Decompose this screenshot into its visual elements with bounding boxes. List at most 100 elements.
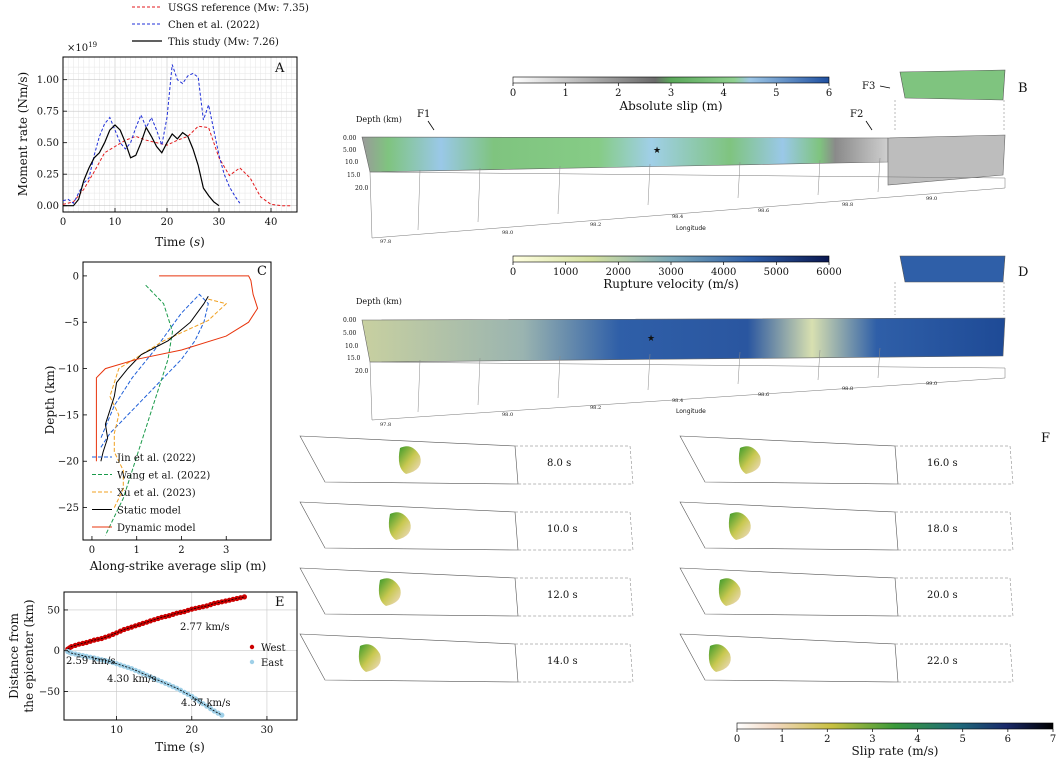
x-tick-label: 30 (213, 217, 226, 228)
fault-surface-velocity (361, 317, 1006, 363)
f3-guide-lines-d (894, 282, 1005, 315)
velocity-colorbar-label: Rupture velocity (m/s) (603, 277, 739, 291)
depth-tick-d-0: 0.00 (343, 317, 357, 324)
y-tick-label: −20 (58, 457, 79, 468)
snapshot-left-3-outline (299, 633, 519, 683)
slip-rate-colorbar (736, 722, 1054, 730)
snapshot-left-0-outline (299, 435, 519, 485)
colorbar-tick-label: 5 (960, 734, 966, 745)
fault-surface-f3 (899, 69, 1006, 101)
x-tick-label: 2 (178, 545, 184, 556)
panel-b-lon-ticks: 97.8 98.0 98.2 98.4 98.6 98.8 99.0 (380, 196, 937, 245)
hypocenter-star-d: ★ (647, 334, 655, 344)
panel-c-ticks: 0 1 2 3 0 −5 −10 −15 −20 −25 (58, 271, 230, 556)
f1-arrow (427, 120, 435, 131)
y-tick-label: 0.00 (37, 201, 59, 212)
series-line-usgs (62, 125, 292, 207)
series-line-static (100, 296, 209, 462)
scatter-point-east (219, 712, 225, 718)
colorbar-tick-label: 4 (914, 734, 920, 745)
panel-d-depth-label: Depth (km) (356, 297, 402, 306)
fault-surface-slip-main (361, 136, 889, 173)
slip-rate-colorbar-ticks: 0 1 2 3 4 5 6 7 (734, 729, 1056, 745)
lon-tick-d-4: 98.6 (758, 392, 769, 398)
panel-c-slip-depth-chart: 0 1 2 3 0 −5 −10 −15 −20 −25 C Along-strike avera… (43, 261, 272, 573)
panel-f-letter: F (1041, 431, 1050, 446)
panel-a-ticks: 0 10 20 30 40 0.00 0.25 0.50 0.75 1.00 (37, 75, 278, 228)
series-line-wang (104, 284, 174, 536)
panel-e-ticks: 10 20 30 50 0 −50 (39, 605, 273, 736)
snapshot-left-3-segment (515, 643, 634, 683)
slip-rate-snapshots: 8.0 s 10.0 s 12.0 s 14.0 s 16.0 s 18.0 s 20.0 … (299, 435, 1014, 683)
panel-c-xlabel: Along-strike average slip (m) (89, 559, 267, 573)
fault-label-f2: F2 (850, 109, 863, 120)
colorbar-tick-label: 3 (869, 734, 875, 745)
colorbar-tick-label: 1 (779, 734, 785, 745)
snapshot-right-3-time-label: 22.0 s (927, 656, 958, 667)
snapshot-right-3-segment (895, 643, 1014, 683)
legend-label-static: Static model (117, 506, 181, 517)
panel-b-absolute-slip-3d: 0 1 2 3 4 5 6 Absolute slip (m) B Depth (km) 0… (343, 69, 1028, 245)
panel-e-ylabel-line2: the epicenter (km) (22, 599, 36, 712)
snapshot-right-2-segment (895, 577, 1014, 617)
colorbar-tick-label: 2 (615, 88, 621, 99)
hypocenter-star-b: ★ (653, 146, 661, 156)
depth-tick-d-2: 10.0 (345, 343, 359, 350)
fit-line-east (67, 651, 222, 716)
snapshot-left-1-slip-patch (388, 512, 411, 540)
depth-tick-b-1: 5.00 (343, 147, 357, 154)
panel-a-letter: A (274, 61, 285, 76)
f3-guide-lines (894, 100, 1005, 132)
panel-f-slip-rate-snapshots: F 8.0 s 10.0 s 12.0 s 14.0 s 16.0 s 18.0 s 20.… (299, 431, 1056, 758)
y-tick-label: 1.00 (37, 75, 59, 86)
y-tick-label: 0 (54, 646, 60, 657)
panel-d-letter: D (1018, 265, 1028, 280)
panel-b-depth-label: Depth (km) (356, 115, 402, 124)
snapshot-right-1-segment (895, 511, 1014, 551)
scatter-point-east (185, 691, 191, 697)
panel-e-ylabel-line1: Distance from (7, 613, 21, 699)
fit-line-west (67, 596, 245, 650)
depth-tick-b-2: 10.0 (345, 159, 359, 166)
depth-tick-b-4: 20.0 (355, 185, 369, 192)
legend-label-west: West (261, 643, 286, 654)
snapshot-right-0-slip-patch (738, 446, 761, 474)
panel-c-series (95, 275, 259, 536)
colorbar-tick-label: 6 (1005, 734, 1011, 745)
f2-arrow (865, 120, 873, 131)
snapshot-right-2-slip-patch (718, 578, 741, 606)
snapshot-left-0-segment (515, 445, 634, 485)
legend-label-xu: Xu et al. (2023) (117, 488, 196, 499)
legend-label-dynamic: Dynamic model (117, 523, 196, 534)
snapshot-right-1-time-label: 18.0 s (927, 524, 958, 535)
snapshot-left-2-segment (515, 577, 634, 617)
panel-a-frame (62, 56, 298, 213)
fault-label-f1: F1 (417, 109, 430, 120)
colorbar-tick-label: 5 (773, 88, 779, 99)
x-tick-label: 0 (60, 217, 66, 228)
y-tick-label: 50 (47, 605, 60, 616)
snapshot-right-0-time-label: 16.0 s (927, 458, 958, 469)
colorbar-tick-label: 1000 (553, 267, 578, 278)
depth-tick-d-4: 20.0 (355, 368, 369, 375)
snapshot-left-3-time-label: 14.0 s (547, 656, 578, 667)
fault-surface-velocity-f3 (899, 255, 1006, 283)
lon-tick-b-6: 99.0 (926, 196, 937, 202)
scatter-point-west (241, 594, 247, 600)
series-line-xu (109, 298, 228, 508)
x-tick-label: 10 (109, 217, 122, 228)
snapshot-left-0-slip-patch (398, 446, 421, 474)
snapshot-left-1-time-label: 10.0 s (547, 524, 578, 535)
colorbar-tick-label: 0 (510, 88, 516, 99)
x-tick-label: 20 (185, 725, 198, 736)
legend-marker-east (249, 659, 255, 665)
x-tick-label: 40 (265, 217, 278, 228)
colorbar-tick-label: 6000 (816, 267, 841, 278)
legend-label-this: This study (Mw: 7.26) (168, 37, 279, 48)
legend-label-usgs: USGS reference (Mw: 7.35) (168, 3, 309, 14)
velocity-label-east-initial: 2.59 km/s (66, 656, 116, 667)
snapshot-left-2-outline (299, 567, 519, 617)
colorbar-tick-label: 1 (562, 88, 568, 99)
snapshot-right-2-time-label: 20.0 s (927, 590, 958, 601)
